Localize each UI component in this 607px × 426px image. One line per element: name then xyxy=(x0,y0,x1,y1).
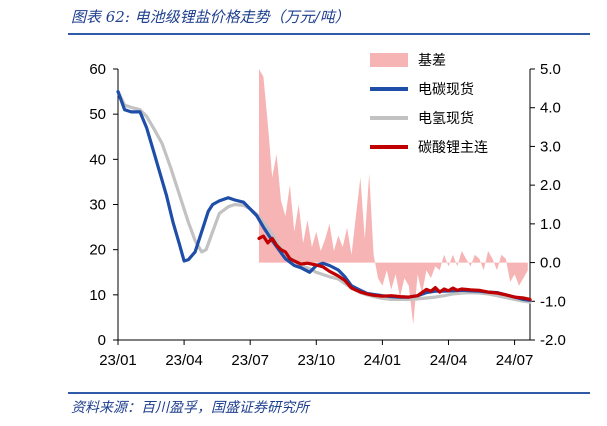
legend-swatch-basis xyxy=(370,53,408,67)
legend-label: 电氢现货 xyxy=(418,110,474,127)
right-tick-label: -1.0 xyxy=(540,293,566,310)
x-tick-label: 24/01 xyxy=(364,352,402,369)
legend-label: 电碳现货 xyxy=(418,81,474,98)
legend-label: 碳酸锂主连 xyxy=(418,140,488,156)
right-tick-label: 2.0 xyxy=(540,177,561,194)
bottom-rule xyxy=(68,392,590,394)
x-tick-label: 23/04 xyxy=(165,352,203,369)
legend-label: 基差 xyxy=(418,52,446,69)
right-tick-label: -2.0 xyxy=(540,332,566,349)
right-tick-label: 1.0 xyxy=(540,216,561,233)
right-tick-label: 5.0 xyxy=(540,61,561,78)
x-tick-label: 24/04 xyxy=(430,352,468,369)
left-tick-label: 30 xyxy=(89,197,106,214)
top-rule xyxy=(68,33,590,35)
price-lines-layer xyxy=(116,89,532,304)
basis-area-layer xyxy=(259,69,528,325)
chart-title: 图表 62: 电池级锂盐价格走势（万元/吨） xyxy=(71,8,350,26)
x-tick-label: 23/07 xyxy=(231,352,269,369)
left-tick-label: 40 xyxy=(89,151,106,168)
futures-line xyxy=(257,234,532,301)
left-tick-label: 20 xyxy=(89,242,106,259)
x-tick-label: 23/01 xyxy=(99,352,137,369)
right-tick-label: 3.0 xyxy=(540,138,561,155)
basis-area xyxy=(259,69,528,325)
left-tick-label: 50 xyxy=(89,106,106,123)
x-tick-label: 24/07 xyxy=(496,352,534,369)
right-tick-label: 0.0 xyxy=(540,255,561,272)
source-note: 资料来源：百川盈孚，国盛证券研究所 xyxy=(71,400,309,416)
left-tick-label: 10 xyxy=(89,287,106,304)
right-tick-label: 4.0 xyxy=(540,100,561,117)
left-tick-label: 60 xyxy=(89,61,106,78)
axes-layer: 0 10 20 30 40 50 60 -2.0 -1.0 0.0 1.0 2.0 3.0 4.0 5.0 2… xyxy=(89,61,566,369)
x-tick-label: 23/10 xyxy=(298,352,336,369)
left-tick-label: 0 xyxy=(98,332,106,349)
